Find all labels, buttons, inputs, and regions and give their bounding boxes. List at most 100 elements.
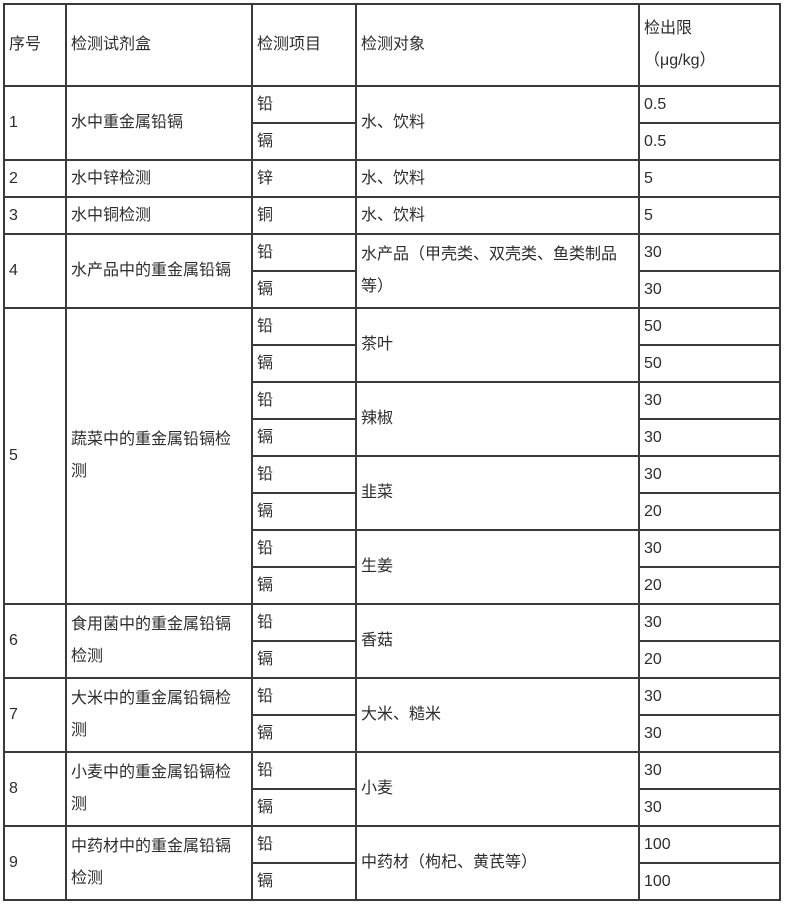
cell-detection-limit: 30: [638, 270, 781, 309]
cell-test-item: 锌: [251, 159, 357, 198]
col-header-limit: 检出限 （μg/kg）: [638, 3, 781, 87]
cell-serial: 9: [3, 825, 67, 901]
cell-detection-limit: 30: [638, 233, 781, 272]
cell-kit-name: 蔬菜中的重金属铅镉检测: [65, 307, 253, 605]
cell-test-item: 镉: [251, 788, 357, 827]
cell-test-target: 水产品（甲壳类、双壳类、鱼类制品等）: [355, 233, 640, 309]
col-header-serial: 序号: [3, 3, 67, 87]
table-row: 镉 30: [4, 788, 781, 827]
cell-serial: 5: [3, 307, 67, 605]
cell-test-item: 镉: [251, 640, 357, 679]
table-row: 镉 30: [4, 714, 781, 753]
cell-kit-name: 水产品中的重金属铅镉: [65, 233, 253, 309]
cell-detection-limit: 30: [638, 455, 781, 494]
cell-detection-limit: 30: [638, 788, 781, 827]
cell-detection-limit: 100: [638, 825, 781, 864]
table-row: 镉 100: [4, 862, 781, 901]
cell-test-target: 水、饮料: [355, 85, 640, 161]
detection-kits-table: 序号 检测试剂盒 检测项目 检测对象 检出限 （μg/kg） 1 水中重金属铅镉铅…: [3, 3, 781, 901]
cell-detection-limit: 0.5: [638, 122, 781, 161]
cell-test-item: 铜: [251, 196, 357, 235]
table-row: 镉 30: [4, 270, 781, 309]
cell-detection-limit: 30: [638, 751, 781, 790]
cell-detection-limit: 50: [638, 307, 781, 346]
cell-test-item: 镉: [251, 566, 357, 605]
cell-test-item: 铅: [251, 825, 357, 864]
cell-detection-limit: 30: [638, 677, 781, 716]
cell-test-item: 镉: [251, 492, 357, 531]
table-row: 8 小麦中的重金属铅镉检测铅小麦 30: [3, 751, 781, 827]
cell-serial: 8: [3, 751, 67, 827]
cell-test-target: 水、饮料: [355, 196, 640, 235]
cell-test-item: 镉: [251, 418, 357, 457]
table-row: 3 水中铜检测铜水、饮料 5: [3, 196, 781, 235]
cell-test-item: 铅: [251, 677, 357, 716]
cell-detection-limit: 30: [638, 603, 781, 642]
cell-test-item: 镉: [251, 344, 357, 383]
cell-test-target: 大米、糙米: [355, 677, 640, 753]
cell-kit-name: 水中铜检测: [65, 196, 253, 235]
table-row: 镉 20: [4, 566, 781, 605]
cell-serial: 1: [3, 85, 67, 161]
cell-detection-limit: 0.5: [638, 85, 781, 124]
cell-detection-limit: 30: [638, 381, 781, 420]
cell-kit-name: 水中锌检测: [65, 159, 253, 198]
cell-serial: 6: [3, 603, 67, 679]
table-row: 4 水产品中的重金属铅镉铅水产品（甲壳类、双壳类、鱼类制品等） 30: [3, 233, 781, 309]
table-row: 镉 50: [4, 344, 781, 383]
cell-test-target: 韭菜: [355, 455, 640, 531]
table-row: 镉 30: [4, 418, 781, 457]
cell-detection-limit: 100: [638, 862, 781, 901]
cell-test-item: 铅: [251, 85, 357, 124]
cell-test-target: 辣椒: [355, 381, 640, 457]
header-row: 序号 检测试剂盒 检测项目 检测对象 检出限 （μg/kg）: [3, 3, 781, 87]
cell-kit-name: 食用菌中的重金属铅镉检测: [65, 603, 253, 679]
cell-test-item: 铅: [251, 381, 357, 420]
cell-test-target: 生姜: [355, 529, 640, 605]
cell-test-target: 水、饮料: [355, 159, 640, 198]
cell-serial: 7: [3, 677, 67, 753]
cell-detection-limit: 30: [638, 418, 781, 457]
cell-test-item: 镉: [251, 714, 357, 753]
cell-detection-limit: 50: [638, 344, 781, 383]
cell-kit-name: 小麦中的重金属铅镉检测: [65, 751, 253, 827]
cell-test-target: 小麦: [355, 751, 640, 827]
table-row: 6 食用菌中的重金属铅镉检测铅香菇 30: [3, 603, 781, 679]
cell-detection-limit: 20: [638, 566, 781, 605]
cell-test-item: 镉: [251, 862, 357, 901]
table-row: 铅生姜 30: [4, 529, 781, 605]
cell-test-target: 香菇: [355, 603, 640, 679]
cell-detection-limit: 20: [638, 640, 781, 679]
cell-test-item: 铅: [251, 529, 357, 568]
cell-serial: 3: [3, 196, 67, 235]
table-row: 7 大米中的重金属铅镉检测铅大米、糙米 30: [3, 677, 781, 753]
table-row: 2 水中锌检测锌水、饮料 5: [3, 159, 781, 198]
col-header-target: 检测对象: [355, 3, 640, 87]
table-row: 铅韭菜 30: [4, 455, 781, 531]
table-header: 序号 检测试剂盒 检测项目 检测对象 检出限 （μg/kg）: [3, 3, 781, 87]
table-row: 1 水中重金属铅镉铅水、饮料 0.5: [3, 85, 781, 161]
cell-detection-limit: 5: [638, 159, 781, 198]
cell-test-item: 镉: [251, 270, 357, 309]
cell-test-item: 铅: [251, 455, 357, 494]
cell-kit-name: 水中重金属铅镉: [65, 85, 253, 161]
cell-test-item: 铅: [251, 233, 357, 272]
cell-test-item: 铅: [251, 307, 357, 346]
table-row: 5 蔬菜中的重金属铅镉检测铅茶叶 50: [3, 307, 781, 605]
cell-kit-name: 大米中的重金属铅镉检测: [65, 677, 253, 753]
cell-detection-limit: 20: [638, 492, 781, 531]
cell-detection-limit: 30: [638, 714, 781, 753]
cell-kit-name: 中药材中的重金属铅镉检测: [65, 825, 253, 901]
cell-test-item: 镉: [251, 122, 357, 161]
table-row: 镉 0.5: [4, 122, 781, 161]
col-header-kit: 检测试剂盒: [65, 3, 253, 87]
cell-test-target: 茶叶: [355, 307, 640, 383]
cell-serial: 4: [3, 233, 67, 309]
col-header-item: 检测项目: [251, 3, 357, 87]
table-body: 1 水中重金属铅镉铅水、饮料 0.5 镉 0.5 2 水中锌检测锌水、饮料 5 3 水中铜检测铜水…: [3, 85, 781, 901]
table-row: 镉 20: [4, 640, 781, 679]
cell-serial: 2: [3, 159, 67, 198]
table-row: 铅辣椒 30: [4, 381, 781, 457]
cell-test-item: 铅: [251, 751, 357, 790]
cell-test-target: 中药材（枸杞、黄芪等）: [355, 825, 640, 901]
